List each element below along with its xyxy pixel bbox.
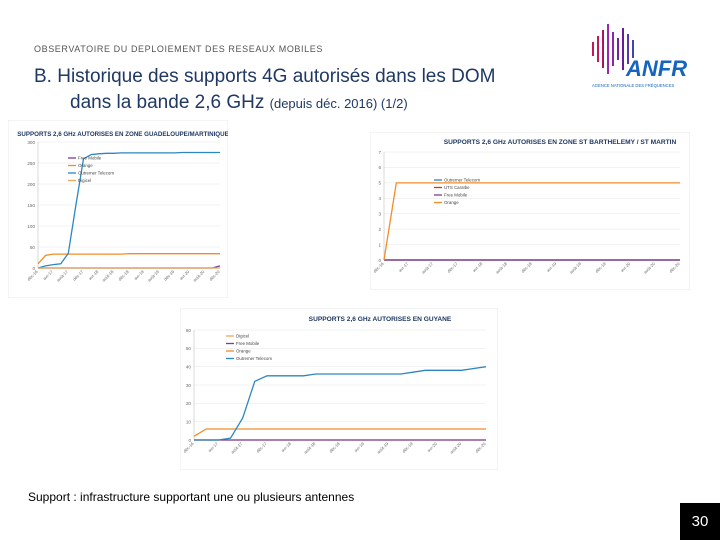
y-tick-label: 2 [378,227,381,232]
y-tick-label: 50 [30,245,36,250]
legend-label: Orange [236,349,251,354]
logo-waveform-icon [592,24,634,74]
chart-frame [8,120,228,298]
y-tick-label: 4 [378,196,381,201]
legend-label: Outremer Telecom [78,171,114,176]
page-title-line2: dans la bande 2,6 GHz (depuis déc. 2016)… [70,92,408,114]
title-subtitle: (depuis déc. 2016) (1/2) [269,96,408,111]
y-tick-label: 30 [186,383,192,388]
legend-label: Digicel [236,334,249,339]
series-line [193,428,486,437]
y-tick-label: 3 [378,212,381,217]
y-tick-label: 200 [27,182,35,187]
y-tick-label: 0 [32,266,35,271]
legend-label: UTS Caraïbe [444,185,470,190]
y-tick-label: 150 [27,203,35,208]
chart-title: SUPPORTS 2,6 GHz AUTORISES EN ZONE ST BA… [444,139,677,146]
y-tick-label: 0 [378,258,381,263]
series-line [383,182,680,261]
chart-svg: SUPPORTS 2,6 GHz AUTORISES EN GUYANE 0 10 2… [180,308,498,470]
title-main: dans la bande 2,6 GHz [70,92,265,113]
series-line [194,366,487,441]
y-tick-label: 40 [186,364,192,369]
anfr-logo: ANFR AGENCE NATIONALE DES FRÉQUENCES [586,20,698,92]
legend-label: Free Mobile [444,193,468,198]
chart-guyane: SUPPORTS 2,6 GHz AUTORISES EN GUYANE 0 10 2… [180,308,498,470]
legend-label: Orange [444,200,459,205]
logo-tagline: AGENCE NATIONALE DES FRÉQUENCES [592,83,674,88]
series-line [37,151,220,269]
chart-guadeloupe-martinique: SUPPORTS 2,6 GHz AUTORISES EN ZONE GUADE… [8,120,228,298]
chart-svg: SUPPORTS 2,6 GHz AUTORISES EN ZONE ST BA… [370,132,690,290]
y-tick-label: 6 [378,165,381,170]
legend-label: Outremer Telecom [236,356,272,361]
header-label: OBSERVATOIRE DU DEPLOIEMENT DES RESEAUX … [34,44,323,54]
y-tick-label: 10 [186,419,192,424]
chart-st-barthelemy-st-martin: SUPPORTS 2,6 GHz AUTORISES EN ZONE ST BA… [370,132,690,290]
y-tick-label: 7 [378,150,381,155]
chart-frame [180,308,498,470]
footnote: Support : infrastructure supportant une … [28,490,355,504]
chart-svg: SUPPORTS 2,6 GHz AUTORISES EN ZONE GUADE… [8,120,228,298]
y-tick-label: 300 [27,140,35,145]
y-tick-label: 1 [378,242,381,247]
page-number: 30 [680,503,720,540]
y-tick-label: 5 [378,181,381,186]
chart-title: SUPPORTS 2,6 GHz AUTORISES EN ZONE GUADE… [17,131,228,138]
y-tick-label: 250 [27,161,35,166]
y-tick-label: 20 [186,401,192,406]
chart-title: SUPPORTS 2,6 GHz AUTORISES EN GUYANE [309,316,452,323]
legend-label: Free Mobile [236,341,260,346]
legend-label: Outremer Telecom [444,178,480,183]
page-title: B. Historique des supports 4G autorisés … [34,66,496,87]
logo-text: ANFR [625,56,687,81]
y-tick-label: 50 [186,346,192,351]
y-tick-label: 100 [27,224,35,229]
y-tick-label: 0 [188,438,191,443]
legend-label: Digicel [78,178,91,183]
legend-label: Orange [78,163,93,168]
legend-label: Free Mobile [78,156,102,161]
y-tick-label: 60 [186,328,192,333]
chart-frame [370,132,690,290]
